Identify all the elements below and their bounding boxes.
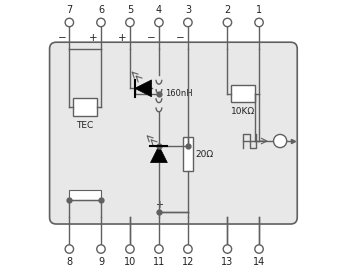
Text: 8: 8 — [66, 257, 72, 267]
Bar — [73, 97, 97, 116]
Bar — [183, 137, 193, 171]
Text: −: − — [176, 33, 185, 43]
Text: 4: 4 — [156, 5, 162, 15]
Text: 14: 14 — [253, 257, 265, 267]
Circle shape — [274, 134, 287, 148]
Text: −: − — [147, 33, 156, 43]
Text: 12: 12 — [182, 257, 194, 267]
Bar — [69, 190, 101, 200]
Text: TEC: TEC — [77, 121, 94, 130]
Text: 6: 6 — [98, 5, 104, 15]
Text: +: + — [89, 33, 98, 43]
Text: 1: 1 — [256, 5, 262, 15]
Circle shape — [97, 245, 105, 253]
Circle shape — [223, 245, 231, 253]
Text: +: + — [155, 200, 163, 210]
Circle shape — [255, 245, 263, 253]
Text: 3: 3 — [185, 5, 191, 15]
Bar — [231, 85, 255, 102]
Polygon shape — [150, 146, 167, 163]
Text: −: − — [58, 33, 66, 43]
Circle shape — [155, 245, 163, 253]
Polygon shape — [135, 80, 152, 97]
Text: 11: 11 — [153, 257, 165, 267]
Circle shape — [184, 18, 192, 27]
Text: 10KΩ: 10KΩ — [231, 107, 255, 116]
Circle shape — [65, 18, 73, 27]
Text: 20Ω: 20Ω — [196, 150, 214, 159]
Text: 13: 13 — [221, 257, 234, 267]
Text: 7: 7 — [66, 5, 72, 15]
Circle shape — [126, 18, 134, 27]
Text: 2: 2 — [224, 5, 230, 15]
Circle shape — [97, 18, 105, 27]
FancyBboxPatch shape — [50, 42, 297, 224]
Circle shape — [126, 245, 134, 253]
Text: 10: 10 — [124, 257, 136, 267]
Text: 9: 9 — [98, 257, 104, 267]
Text: 5: 5 — [127, 5, 133, 15]
Circle shape — [255, 18, 263, 27]
Circle shape — [65, 245, 73, 253]
Circle shape — [184, 245, 192, 253]
Circle shape — [223, 18, 231, 27]
Text: +: + — [118, 33, 127, 43]
Circle shape — [155, 18, 163, 27]
Text: 160nH: 160nH — [166, 89, 193, 98]
